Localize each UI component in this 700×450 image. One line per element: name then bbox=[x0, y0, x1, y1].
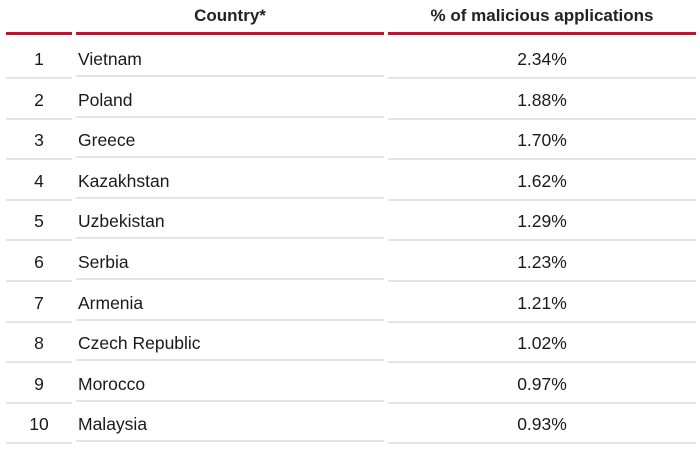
percent-cell: 1.88% bbox=[388, 80, 696, 120]
percent-cell: 2.34% bbox=[388, 39, 696, 79]
percent-cell: 0.93% bbox=[388, 404, 696, 445]
table-row: 2 Poland 1.88% bbox=[0, 80, 700, 121]
table-row: 5 Uzbekistan 1.29% bbox=[0, 201, 700, 242]
percent-cell: 0.97% bbox=[388, 364, 696, 404]
country-cell: Czech Republic bbox=[76, 323, 384, 362]
percent-cell: 1.23% bbox=[388, 242, 696, 282]
percent-cell: 1.70% bbox=[388, 120, 696, 161]
rank-cell: 4 bbox=[6, 161, 72, 201]
country-cell: Armenia bbox=[76, 283, 384, 321]
percent-cell: 1.62% bbox=[388, 161, 696, 201]
percent-cell: 1.02% bbox=[388, 323, 696, 364]
header-rank bbox=[6, 0, 72, 35]
country-cell: Poland bbox=[76, 80, 384, 118]
country-cell: Kazakhstan bbox=[76, 161, 384, 199]
percent-cell: 1.21% bbox=[388, 283, 696, 323]
rank-cell: 5 bbox=[6, 201, 72, 242]
country-cell: Uzbekistan bbox=[76, 201, 384, 240]
country-cell: Morocco bbox=[76, 364, 384, 402]
country-cell: Malaysia bbox=[76, 404, 384, 443]
table-row: 3 Greece 1.70% bbox=[0, 120, 700, 161]
rank-cell: 9 bbox=[6, 364, 72, 404]
table-row: 4 Kazakhstan 1.62% bbox=[0, 161, 700, 202]
rank-cell: 7 bbox=[6, 283, 72, 323]
rank-cell: 10 bbox=[6, 404, 72, 445]
country-cell: Vietnam bbox=[76, 39, 384, 77]
table-row: 10 Malaysia 0.93% bbox=[0, 404, 700, 445]
country-cell: Serbia bbox=[76, 242, 384, 280]
table-header-row: Country* % of malicious applications bbox=[0, 0, 700, 38]
percent-cell: 1.29% bbox=[388, 201, 696, 242]
table-row: 6 Serbia 1.23% bbox=[0, 242, 700, 283]
rank-cell: 8 bbox=[6, 323, 72, 364]
table-row: 9 Morocco 0.97% bbox=[0, 364, 700, 405]
rank-cell: 2 bbox=[6, 80, 72, 120]
header-percent: % of malicious applications bbox=[388, 0, 696, 35]
rank-cell: 3 bbox=[6, 120, 72, 161]
table-row: 7 Armenia 1.21% bbox=[0, 283, 700, 324]
rank-cell: 1 bbox=[6, 39, 72, 79]
country-cell: Greece bbox=[76, 120, 384, 159]
header-country: Country* bbox=[76, 0, 384, 35]
table-row: 8 Czech Republic 1.02% bbox=[0, 323, 700, 364]
rank-cell: 6 bbox=[6, 242, 72, 282]
table-row: 1 Vietnam 2.34% bbox=[0, 39, 700, 80]
